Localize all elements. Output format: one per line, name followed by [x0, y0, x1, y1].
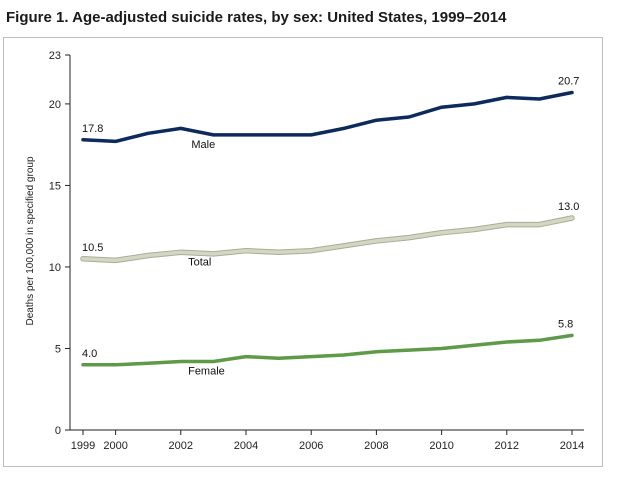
- y-tick-label: 10: [49, 262, 61, 274]
- y-tick-label: 20: [49, 99, 61, 111]
- start-value-label-male: 17.8: [82, 123, 103, 135]
- series-name-label-female: Female: [188, 366, 225, 378]
- y-tick-label: 0: [55, 425, 61, 437]
- series-line-male: [81, 90, 574, 144]
- x-tick-label: 2010: [429, 440, 453, 452]
- x-tick-label: 2000: [103, 440, 127, 452]
- end-value-label-male: 20.7: [558, 76, 579, 88]
- x-tick-label: 2002: [169, 440, 193, 452]
- end-value-label-female: 5.8: [558, 318, 573, 330]
- figure-title: Figure 1. Age-adjusted suicide rates, by…: [6, 9, 507, 26]
- x-tick-label: 2008: [364, 440, 388, 452]
- x-axis-ticks: 1999 2000 2002 2004 2006 2008 2010 2012 2014: [71, 430, 584, 452]
- x-tick-label: 2012: [495, 440, 519, 452]
- y-tick-label: 5: [55, 343, 61, 355]
- y-axis-label: Deaths per 100,000 in specified group: [25, 156, 36, 325]
- y-tick-label: 15: [49, 180, 61, 192]
- x-tick-label: 1999: [71, 440, 95, 452]
- series-line-total: [81, 216, 574, 263]
- start-value-label-total: 10.5: [82, 242, 103, 254]
- x-tick-label: 2014: [560, 440, 584, 452]
- end-value-label-total: 13.0: [558, 201, 579, 213]
- series-name-label-male: Male: [191, 139, 215, 151]
- start-value-label-female: 4.0: [82, 348, 97, 360]
- series-layer: 17.8 20.7 Male 10.5 13.0 Total 4.0 5.8 Female: [80, 76, 579, 378]
- y-tick-label: 23: [49, 50, 61, 62]
- x-tick-label: 2004: [234, 440, 258, 452]
- y-axis-ticks: 0 5 10 15 20 23: [49, 50, 70, 437]
- x-tick-label: 2006: [299, 440, 323, 452]
- series-name-label-total: Total: [188, 256, 211, 268]
- series-line-female: [81, 333, 574, 367]
